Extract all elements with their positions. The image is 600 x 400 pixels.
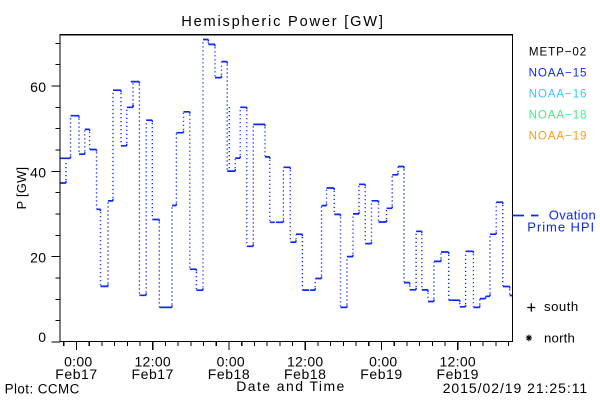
svg-text:METP−02: METP−02 — [529, 46, 587, 59]
svg-text:Feb17: Feb17 — [132, 366, 174, 382]
svg-text:Hemispheric Power [GW]: Hemispheric Power [GW] — [181, 14, 384, 30]
svg-text:south: south — [544, 299, 579, 314]
svg-text:12:00: 12:00 — [439, 354, 476, 370]
svg-text:0:00: 0:00 — [369, 354, 397, 370]
svg-text:NOAA−15: NOAA−15 — [529, 67, 588, 80]
svg-text:40: 40 — [30, 164, 46, 180]
svg-text:Feb19: Feb19 — [360, 366, 402, 382]
svg-text:Prime HPI: Prime HPI — [527, 220, 595, 235]
svg-text:0:00: 0:00 — [64, 354, 92, 370]
svg-text:Feb18: Feb18 — [208, 366, 250, 382]
svg-text:20: 20 — [30, 250, 46, 266]
svg-text:Feb18: Feb18 — [284, 366, 326, 382]
svg-text:Ovation: Ovation — [549, 208, 596, 223]
svg-text:2015/02/19 21:25:11: 2015/02/19 21:25:11 — [443, 380, 588, 396]
svg-text:NOAA−19: NOAA−19 — [529, 129, 588, 142]
svg-text:0:00: 0:00 — [217, 354, 245, 370]
svg-text:NOAA−18: NOAA−18 — [529, 109, 588, 122]
svg-text:north: north — [544, 331, 575, 346]
svg-text:Feb17: Feb17 — [55, 366, 97, 382]
svg-text:12:00: 12:00 — [134, 354, 171, 370]
svg-text:Feb19: Feb19 — [437, 366, 479, 382]
svg-text:Date and Time: Date and Time — [236, 378, 346, 394]
svg-text:0: 0 — [38, 329, 46, 345]
svg-text:NOAA−16: NOAA−16 — [529, 88, 588, 101]
svg-text:P [GW]: P [GW] — [14, 167, 29, 210]
svg-text:12:00: 12:00 — [287, 354, 324, 370]
svg-text:Plot: CCMC: Plot: CCMC — [5, 381, 80, 396]
svg-text:60: 60 — [30, 79, 46, 95]
